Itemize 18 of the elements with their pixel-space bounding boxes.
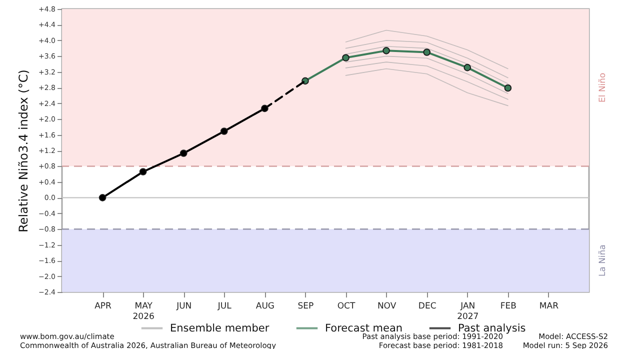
x-tick-label: AUG — [256, 302, 275, 312]
x-tick-label: OCT — [337, 302, 356, 312]
legend-label: Forecast mean — [325, 322, 403, 334]
x-tick-label: MAY 2026 — [132, 302, 154, 322]
x-tick-label: DEC — [418, 302, 436, 312]
x-tick-label: JUN — [176, 302, 192, 312]
band-label: La Niña — [598, 244, 608, 277]
x-tick-label: NOV — [377, 302, 396, 312]
x-tick-label: FEB — [500, 302, 517, 312]
x-tick-label: JAN 2027 — [457, 302, 479, 322]
x-tick-label: JUL — [216, 302, 232, 312]
band-label: El Niño — [598, 72, 608, 102]
legend-label: Past analysis — [458, 322, 526, 334]
y-axis-title: Relative Niño3.4 index (°C) — [16, 70, 30, 232]
x-tick-label: APR — [94, 302, 112, 312]
x-tick-label: MAR — [539, 302, 559, 312]
legend-label: Ensemble member — [170, 322, 270, 334]
x-tick-label: SEP — [298, 302, 314, 312]
